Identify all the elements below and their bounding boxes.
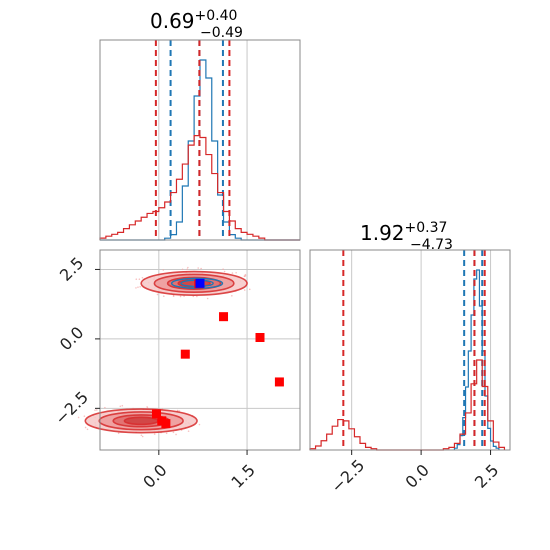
x-tick-label: 1.5 bbox=[227, 460, 258, 491]
red-marker bbox=[219, 312, 229, 322]
sample-dot bbox=[104, 406, 106, 409]
sample-dot bbox=[141, 435, 144, 438]
sample-dot bbox=[172, 431, 175, 434]
panel-frame bbox=[99, 39, 301, 241]
sample-dot bbox=[231, 272, 234, 274]
sample-dot bbox=[156, 293, 159, 296]
sample-dot bbox=[197, 267, 199, 269]
sample-dot bbox=[119, 405, 122, 408]
histogram-step-blue bbox=[453, 269, 500, 450]
sample-dot bbox=[84, 426, 87, 429]
marginal-histogram-param-2: −2.5 0.0 2.5 bbox=[309, 249, 511, 497]
panel-frame bbox=[309, 249, 511, 451]
blue-marker bbox=[195, 278, 205, 288]
red-marker bbox=[255, 333, 265, 342]
sample-dot bbox=[231, 294, 233, 297]
sample-dot bbox=[175, 433, 177, 436]
sample-dot bbox=[243, 289, 246, 291]
sample-dot bbox=[198, 423, 201, 426]
sample-dot bbox=[222, 268, 224, 270]
y-tick-label: 2.5 bbox=[56, 253, 87, 284]
panel-title-lower-2: −4.73 bbox=[410, 237, 453, 253]
sample-dot bbox=[179, 295, 182, 298]
sample-dot bbox=[248, 288, 251, 291]
sample-dot bbox=[137, 286, 139, 288]
sample-dot bbox=[244, 273, 247, 276]
sample-dot bbox=[206, 297, 209, 300]
sample-dot bbox=[140, 434, 143, 437]
red-marker bbox=[151, 409, 161, 419]
sample-dot bbox=[117, 432, 120, 435]
sample-dot bbox=[139, 285, 141, 288]
sample-dot bbox=[162, 295, 165, 297]
y-tick-label: 0.0 bbox=[56, 323, 87, 354]
sample-dot bbox=[187, 266, 189, 269]
x-tick-label: 0.0 bbox=[402, 460, 433, 491]
sample-dot bbox=[181, 268, 184, 271]
panel-frame bbox=[99, 249, 301, 451]
sample-dot bbox=[172, 295, 175, 298]
x-tick-label: −2.5 bbox=[327, 456, 368, 497]
sample-dot bbox=[77, 416, 80, 419]
sample-dot bbox=[94, 409, 96, 411]
histogram-step-red bbox=[99, 135, 300, 241]
panel-title-2: 1.92+0.37 bbox=[360, 220, 447, 245]
sample-dot bbox=[196, 295, 198, 298]
x-tick-label: 0.0 bbox=[139, 460, 170, 491]
sample-dot bbox=[121, 404, 124, 407]
sample-dot bbox=[200, 267, 202, 270]
sample-dot bbox=[162, 269, 165, 271]
sample-dot bbox=[153, 433, 156, 435]
red-marker bbox=[274, 377, 284, 387]
sample-dot bbox=[138, 278, 141, 281]
sample-dot bbox=[192, 295, 195, 298]
red-marker bbox=[180, 349, 190, 359]
sample-dot bbox=[235, 271, 237, 274]
marginal-histogram-param-1 bbox=[99, 39, 301, 241]
sample-dot bbox=[95, 409, 98, 411]
panel-title-1: 0.69+0.40 bbox=[150, 8, 237, 33]
sample-dot bbox=[243, 275, 246, 278]
joint-scatter-contour: 0.0 1.52.50.0−2.5 bbox=[51, 249, 301, 492]
sample-dot bbox=[186, 268, 189, 270]
sample-dot bbox=[86, 428, 89, 431]
sample-dot bbox=[165, 432, 168, 435]
sample-dot bbox=[141, 276, 144, 279]
red-marker bbox=[161, 419, 171, 429]
sample-dot bbox=[83, 415, 86, 417]
panel-title-lower-1: −0.49 bbox=[200, 25, 243, 41]
sample-dot bbox=[178, 410, 181, 412]
x-tick-label: 2.5 bbox=[471, 460, 502, 491]
sample-dot bbox=[223, 270, 226, 273]
sample-dot bbox=[135, 287, 137, 289]
sample-dot bbox=[187, 430, 190, 432]
sample-dot bbox=[135, 278, 138, 280]
